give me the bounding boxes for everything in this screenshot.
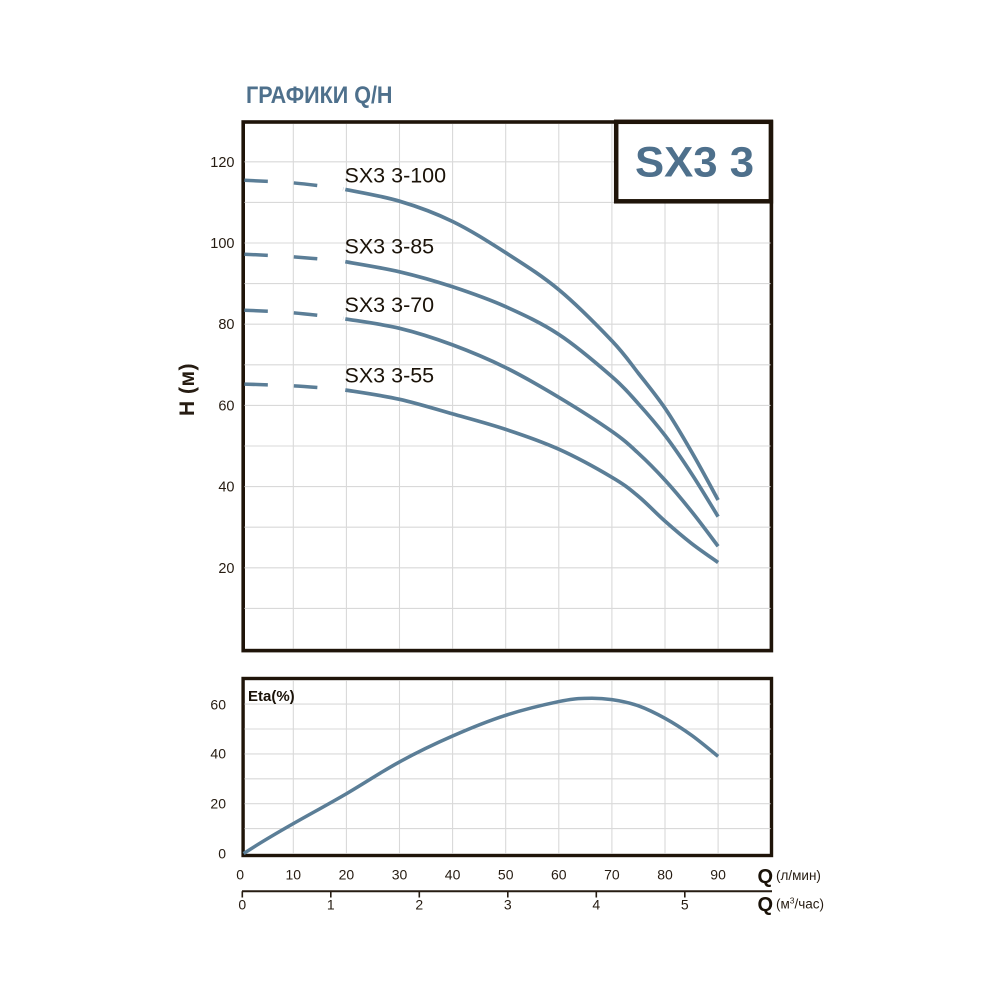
svg-text:20: 20 <box>339 867 355 883</box>
svg-text:SX3 3-55: SX3 3-55 <box>345 363 435 387</box>
svg-text:SX3 3-85: SX3 3-85 <box>345 235 435 259</box>
svg-text:Q: Q <box>758 894 774 916</box>
svg-text:0: 0 <box>238 897 246 913</box>
svg-text:Q: Q <box>758 866 774 888</box>
svg-text:100: 100 <box>210 236 234 252</box>
svg-text:10: 10 <box>286 867 302 883</box>
svg-text:4: 4 <box>592 897 600 913</box>
svg-text:60: 60 <box>551 867 567 883</box>
svg-text:5: 5 <box>681 897 689 913</box>
svg-text:30: 30 <box>392 867 408 883</box>
svg-text:60: 60 <box>210 697 226 713</box>
svg-text:40: 40 <box>445 867 461 883</box>
svg-text:SX3 3-100: SX3 3-100 <box>345 164 447 188</box>
svg-text:3: 3 <box>504 897 512 913</box>
svg-text:20: 20 <box>210 795 226 811</box>
svg-text:90: 90 <box>710 867 726 883</box>
svg-text:ГРАФИКИ Q/H: ГРАФИКИ Q/H <box>246 82 393 109</box>
svg-text:SX3 3: SX3 3 <box>635 139 754 187</box>
svg-text:80: 80 <box>218 317 234 333</box>
svg-text:0: 0 <box>218 845 226 861</box>
svg-text:2: 2 <box>415 897 423 913</box>
svg-text:80: 80 <box>657 867 673 883</box>
svg-text:1: 1 <box>327 897 335 913</box>
svg-text:(м3/час): (м3/час) <box>776 896 824 912</box>
svg-text:60: 60 <box>218 398 234 414</box>
svg-text:(л/мин): (л/мин) <box>776 868 821 883</box>
svg-text:20: 20 <box>218 561 234 577</box>
svg-text:0: 0 <box>236 867 244 883</box>
svg-text:SX3 3-70: SX3 3-70 <box>345 293 435 317</box>
svg-text:70: 70 <box>604 867 620 883</box>
svg-text:50: 50 <box>498 867 514 883</box>
svg-text:H (м): H (м) <box>176 363 199 416</box>
svg-text:120: 120 <box>210 155 234 171</box>
svg-text:Eta(%): Eta(%) <box>248 688 295 705</box>
svg-text:40: 40 <box>210 746 226 762</box>
svg-text:40: 40 <box>218 480 234 496</box>
